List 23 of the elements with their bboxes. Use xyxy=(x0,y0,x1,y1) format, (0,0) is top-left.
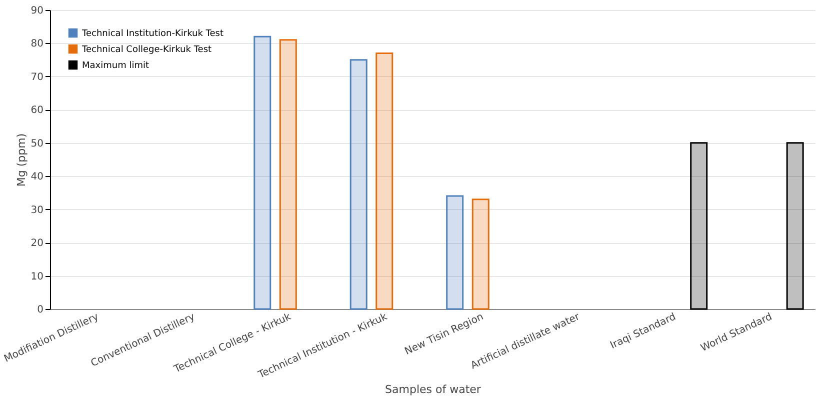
y-tick-label: 40 xyxy=(30,172,44,183)
bar xyxy=(786,142,804,310)
legend-label: Technical Institution-Kirkuk Test xyxy=(81,29,224,39)
legend-label: Maximum limit xyxy=(82,61,150,71)
y-axis-title: Mg (ppm) xyxy=(14,133,28,187)
y-tick-label: 20 xyxy=(30,238,44,250)
y-tick-label: 0 xyxy=(37,304,44,316)
y-tick-label: 80 xyxy=(30,38,44,50)
y-tick-label: 10 xyxy=(30,271,44,282)
legend-label: Technical College-Kirkuk Test xyxy=(81,45,212,55)
bar xyxy=(472,198,490,310)
bar xyxy=(446,195,464,310)
y-tick-label: 90 xyxy=(30,6,44,16)
bar xyxy=(350,59,368,310)
y-tick-label: 50 xyxy=(30,138,44,150)
bar xyxy=(279,39,297,310)
bar xyxy=(690,142,708,310)
bar xyxy=(254,36,272,310)
y-tick-label: 30 xyxy=(30,204,44,216)
x-axis-title: Samples of water xyxy=(385,383,482,396)
y-tick-label: 60 xyxy=(30,105,44,116)
y-tick-label: 70 xyxy=(30,72,44,83)
bar xyxy=(376,52,394,310)
